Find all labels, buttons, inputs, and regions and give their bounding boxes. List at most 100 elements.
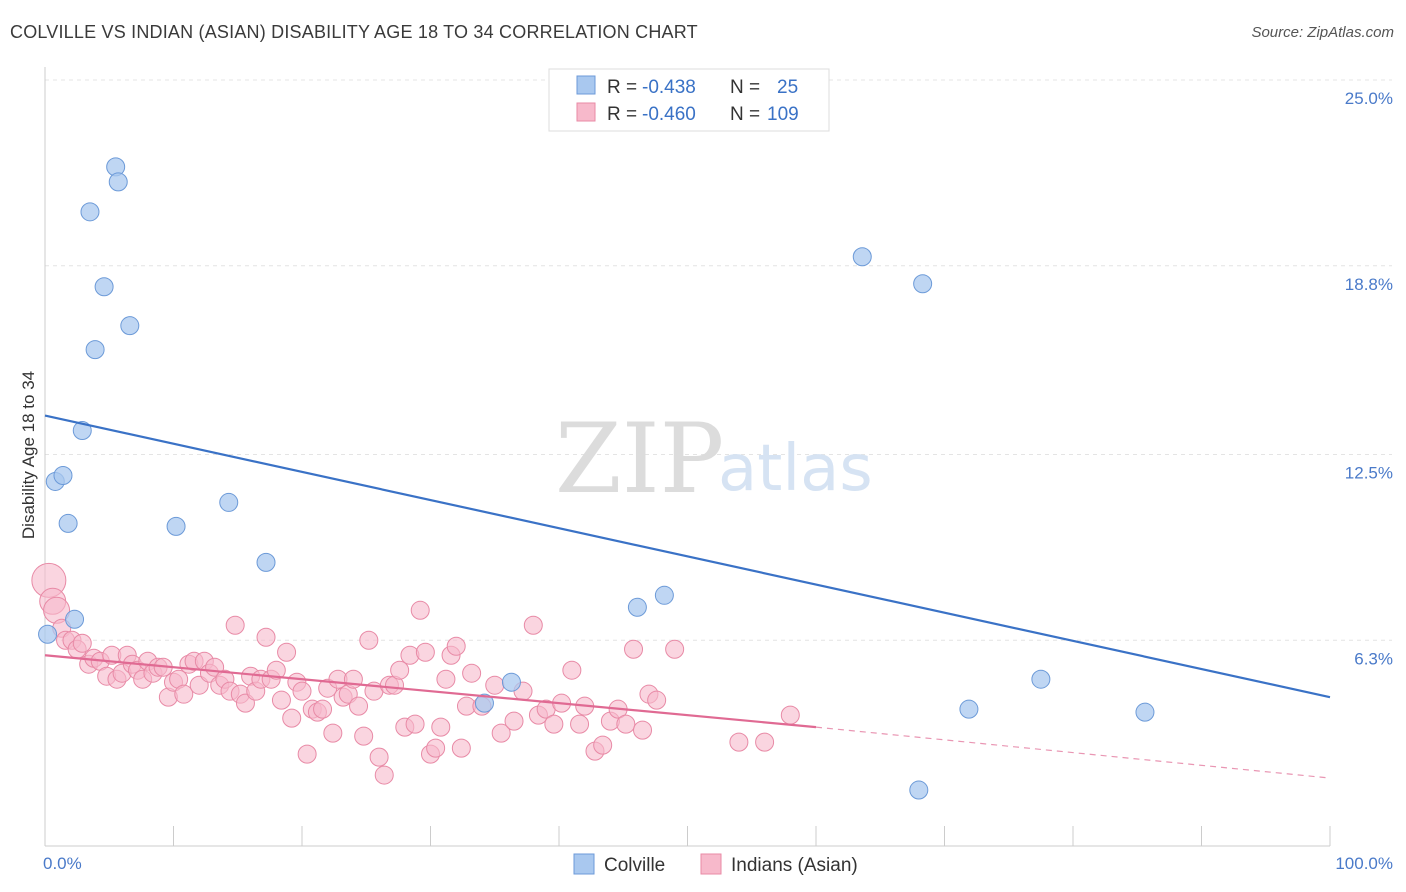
y-tick-labels: 6.3% 12.5% 18.8% 25.0% (1345, 89, 1393, 668)
indians-point-108 (780, 705, 800, 725)
colville-point-11 (120, 316, 140, 336)
indians-point-88 (523, 615, 543, 635)
bottom-legend-swatch-colville (573, 853, 595, 875)
colville-point-12 (166, 516, 186, 536)
y-tick-label-3: 25.0% (1345, 89, 1393, 108)
indians-point-97 (593, 735, 613, 755)
indians-point-75 (426, 738, 446, 758)
indians-point-84 (485, 675, 505, 695)
indians-point-72 (410, 600, 430, 620)
indians-point-77 (436, 669, 456, 689)
colville-point-0 (38, 624, 58, 644)
indians-point-107 (755, 732, 775, 752)
x-tick-label-1: 100.0% (1335, 854, 1393, 873)
colville-trend-line (44, 414, 1331, 699)
indians-point-49 (292, 681, 312, 701)
colville-point-15 (474, 693, 494, 713)
indians-point-82 (462, 663, 482, 683)
indians-point-36 (225, 615, 245, 635)
indians-trend-line (44, 654, 817, 729)
y-tick-label-0: 6.3% (1354, 649, 1393, 668)
colville-point-6 (80, 202, 100, 222)
indians-point-104 (647, 690, 667, 710)
colville-point-19 (852, 247, 872, 267)
y-tick-label-2: 18.8% (1345, 275, 1393, 294)
y-axis-label: Disability Age 18 to 34 (19, 371, 38, 539)
indians-point-55 (323, 723, 343, 743)
indians-trend-extension (815, 726, 1331, 779)
indians-point-86 (504, 711, 524, 731)
legend-n-value-2: 109 (767, 104, 799, 125)
watermark-atlas: atlas (718, 432, 873, 506)
indians-point-102 (633, 720, 653, 740)
colville-point-16 (501, 672, 521, 692)
indians-point-73 (415, 642, 435, 662)
colville-point-13 (219, 492, 239, 512)
legend-n-label-1: N = (730, 77, 760, 98)
colville-point-5 (72, 421, 92, 441)
indians-point-85 (491, 723, 511, 743)
indians-point-42 (256, 627, 276, 647)
indians-point-70 (400, 645, 420, 665)
legend-swatch-colville (576, 75, 596, 95)
bottom-legend: Colville Indians (Asian) (573, 853, 858, 876)
legend-n-label-2: N = (730, 104, 760, 125)
indians-point-62 (359, 630, 379, 650)
source-label: Source: ZipAtlas.com (1251, 24, 1394, 41)
grid-lines (45, 79, 1392, 641)
indians-point-76 (431, 717, 451, 737)
watermark: ZIP atlas (555, 403, 873, 515)
colville-point-14 (256, 552, 276, 572)
colville-point-7 (85, 340, 105, 360)
colville-point-20 (913, 274, 933, 294)
indians-point-65 (374, 765, 394, 785)
legend-box: R = -0.438 N = 25 R = -0.460 N = 109 (548, 68, 830, 132)
indians-point-60 (349, 696, 369, 716)
indians-point-101 (624, 639, 644, 659)
legend-r-label-1: R = (607, 77, 637, 98)
indians-point-44 (266, 660, 286, 680)
indians-point-91 (544, 714, 564, 734)
indians-point-100 (616, 714, 636, 734)
legend-r-label-2: R = (607, 104, 637, 125)
indians-point-79 (446, 636, 466, 656)
indians-point-46 (277, 642, 297, 662)
indians-point-7 (72, 633, 92, 653)
colville-point-8 (94, 277, 114, 297)
colville-point-17 (627, 597, 647, 617)
bottom-legend-label-indians: Indians (Asian) (731, 855, 858, 876)
axes (44, 67, 1331, 847)
indians-point-106 (729, 732, 749, 752)
legend-r-value-1: -0.438 (642, 77, 696, 98)
legend-n-value-1: 25 (777, 77, 798, 98)
colville-point-3 (58, 513, 78, 533)
colville-point-21 (909, 780, 929, 800)
indians-point-53 (313, 699, 333, 719)
indians-point-80 (451, 738, 471, 758)
indians-point-71 (405, 714, 425, 734)
watermark-zip: ZIP (555, 403, 724, 515)
indians-point-64 (369, 747, 389, 767)
colville-point-4 (65, 609, 85, 629)
colville-point-2 (53, 465, 73, 485)
indians-point-45 (271, 690, 291, 710)
colville-point-24 (1135, 702, 1155, 722)
y-tick-label-1: 12.5% (1345, 464, 1393, 483)
indians-point-47 (282, 708, 302, 728)
indians-point-94 (570, 714, 590, 734)
x-tick-labels: 0.0% 100.0% (43, 854, 1393, 873)
indians-point-105 (665, 639, 685, 659)
bottom-legend-swatch-indians (700, 853, 722, 875)
indians-point-93 (562, 660, 582, 680)
legend-r-value-2: -0.460 (642, 104, 696, 125)
legend-swatch-indians (576, 102, 596, 122)
colville-point-10 (108, 172, 128, 192)
indians-point-26 (174, 684, 194, 704)
indians-point-68 (390, 660, 410, 680)
bottom-legend-label-colville: Colville (604, 855, 665, 876)
trend-lines (44, 414, 1331, 779)
colville-point-23 (1031, 669, 1051, 689)
chart-title: COLVILLE VS INDIAN (ASIAN) DISABILITY AG… (10, 22, 698, 42)
colville-point-18 (654, 585, 674, 605)
